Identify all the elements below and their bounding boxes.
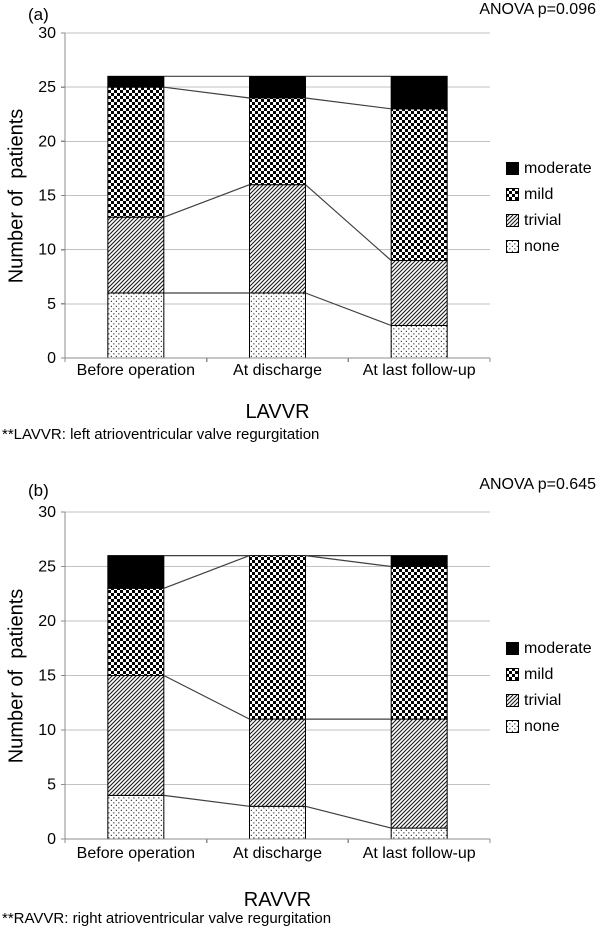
bar-at-last-follow-up-moderate — [390, 555, 448, 567]
bar-before-operation-none — [107, 794, 165, 840]
legend-item-none: none — [506, 238, 592, 255]
bar-before-operation-mild — [107, 86, 165, 218]
y-tick-label: 30 — [38, 25, 56, 42]
bar-at-discharge-mild — [249, 555, 306, 720]
category-label: Before operation — [77, 362, 195, 379]
bar-before-operation-trivial — [107, 675, 165, 796]
legend-item-mild: mild — [506, 666, 592, 683]
footnote: **LAVVR: left atrioventricular valve reg… — [2, 426, 320, 443]
connector-line — [305, 292, 392, 327]
y-axis-title: Number of patients — [5, 108, 28, 284]
legend: moderate mild trivial none — [506, 640, 592, 735]
bar-at-last-follow-up-none — [390, 827, 448, 840]
legend-label: moderate — [524, 160, 592, 177]
category-label: At discharge — [233, 845, 322, 862]
footnote: **RAVVR: right atrioventricular valve re… — [2, 910, 332, 927]
bar-before-operation-moderate — [107, 555, 165, 589]
connector-line — [305, 97, 392, 110]
y-tick-label: 5 — [47, 777, 56, 794]
legend-swatch-trivial-icon — [506, 214, 519, 227]
bar-before-operation-trivial — [107, 216, 165, 294]
bar-at-discharge-trivial — [249, 184, 306, 294]
bar-at-discharge-none — [249, 805, 306, 840]
legend-label: mild — [524, 666, 554, 683]
y-tick-label: 25 — [38, 559, 56, 576]
legend-item-trivial: trivial — [506, 692, 592, 709]
legend-swatch-moderate-icon — [506, 642, 519, 655]
legend-label: mild — [524, 186, 554, 203]
panel-label: (a) — [28, 5, 49, 24]
y-axis-title: Number of patients — [5, 588, 28, 764]
category-label: At last follow-up — [363, 362, 476, 379]
y-tick-label: 20 — [38, 133, 56, 150]
bar-at-discharge-mild — [249, 97, 306, 186]
legend-label: moderate — [524, 640, 592, 657]
legend-swatch-none-icon — [506, 720, 519, 733]
connector-line — [163, 794, 250, 807]
x-axis-title: LAVVR — [245, 401, 310, 423]
legend: moderate mild trivial none — [506, 160, 592, 255]
y-tick-label: 0 — [47, 350, 56, 367]
ravvr-stacked-bar-chart: 0 5 10 15 20 25 30 Before operation At discharge… — [38, 504, 491, 862]
panel-label: (b) — [28, 481, 49, 500]
legend-swatch-trivial-icon — [506, 694, 519, 707]
bar-before-operation-none — [107, 292, 165, 359]
y-tick-label: 30 — [38, 504, 56, 521]
connector-line — [163, 184, 250, 218]
y-tick-label: 25 — [38, 79, 56, 96]
bar-at-last-follow-up-mild — [390, 108, 448, 262]
legend-label: none — [524, 718, 560, 735]
legend-label: none — [524, 238, 560, 255]
y-tick-label: 20 — [38, 613, 56, 630]
y-tick-label: 10 — [38, 722, 56, 739]
y-tick-label: 0 — [47, 831, 56, 848]
bar-at-last-follow-up-trivial — [390, 260, 448, 326]
y-tick-label: 15 — [38, 668, 56, 685]
bar-at-last-follow-up-moderate — [390, 75, 448, 110]
legend-swatch-none-icon — [506, 240, 519, 253]
connector-line — [305, 805, 392, 829]
bar-at-discharge-none — [249, 292, 306, 359]
panel-a: 0 5 10 15 20 25 30 Before operation At discharge… — [2, 1, 596, 443]
lavvr-stacked-bar-chart: 0 5 10 15 20 25 30 Before operation At discharge… — [38, 25, 491, 379]
legend-label: trivial — [524, 692, 562, 709]
bar-at-last-follow-up-mild — [390, 566, 448, 720]
bar-before-operation-mild — [107, 587, 165, 676]
legend-item-moderate: moderate — [506, 640, 592, 657]
y-tick-label: 15 — [38, 188, 56, 205]
legend-item-trivial: trivial — [506, 212, 592, 229]
y-tick-label: 10 — [38, 242, 56, 259]
anova-annotation: ANOVA p=0.645 — [479, 476, 596, 493]
bar-at-discharge-moderate — [249, 75, 306, 99]
bar-at-last-follow-up-trivial — [390, 718, 448, 829]
connector-line — [163, 86, 250, 99]
bar-at-last-follow-up-none — [390, 325, 448, 359]
bar-before-operation-moderate — [107, 75, 165, 88]
x-axis-title: RAVVR — [243, 889, 312, 911]
connector-line — [163, 555, 250, 589]
legend-swatch-mild-icon — [506, 668, 519, 681]
connector-line — [305, 184, 392, 261]
category-label: At last follow-up — [363, 845, 476, 862]
category-label: At discharge — [233, 362, 322, 379]
legend-label: trivial — [524, 212, 562, 229]
y-tick-label: 5 — [47, 296, 56, 313]
anova-annotation: ANOVA p=0.096 — [479, 1, 596, 18]
legend-item-moderate: moderate — [506, 160, 592, 177]
connector-line — [163, 674, 250, 720]
legend-item-none: none — [506, 718, 592, 735]
legend-swatch-moderate-icon — [506, 162, 519, 175]
category-label: Before operation — [77, 845, 195, 862]
connector-line — [305, 555, 392, 568]
panel-b: 0 5 10 15 20 25 30 Before operation At discharge… — [0, 464, 600, 928]
legend-swatch-mild-icon — [506, 188, 519, 201]
legend-item-mild: mild — [506, 186, 592, 203]
bar-at-discharge-trivial — [249, 718, 306, 807]
